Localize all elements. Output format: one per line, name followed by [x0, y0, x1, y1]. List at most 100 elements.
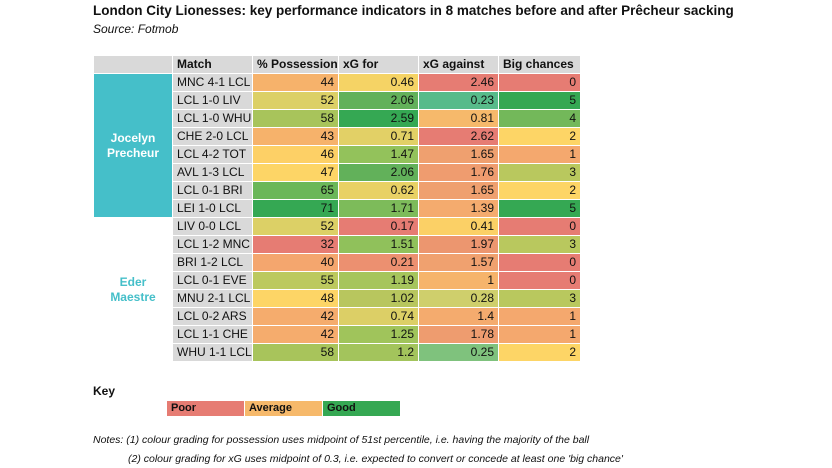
value-cell: 0.46 — [338, 73, 419, 92]
value-cell: 2.06 — [338, 163, 419, 182]
value-cell: 2 — [498, 181, 581, 200]
table-row: LCL 0-1 BRI 65 0.62 1.65 2 — [94, 181, 581, 200]
column-header: xG against — [418, 55, 499, 74]
table-row: Jocelyn Precheur MNC 4-1 LCL 44 0.46 2.46 0 — [93, 73, 581, 218]
key-item-poor: Poor — [167, 401, 245, 416]
value-cell: 0 — [498, 253, 581, 272]
match-cell: LCL 1-0 LIV — [172, 91, 253, 110]
value-cell: 1.76 — [418, 163, 499, 182]
value-cell: 0.21 — [338, 253, 419, 272]
table-row: LCL 1-0 LIV 52 2.06 0.23 5 — [94, 91, 581, 110]
value-cell: 55 — [252, 271, 339, 290]
value-cell: 43 — [252, 127, 339, 146]
table-row: LCL 1-1 CHE 42 1.25 1.78 1 — [94, 325, 581, 344]
header-row: Match% Possession xG for xG against Big cha… — [93, 55, 581, 74]
value-cell: 71 — [252, 199, 339, 218]
value-cell: 1 — [498, 145, 581, 164]
match-cell: BRI 1-2 LCL — [172, 253, 253, 272]
table-row: WHU 1-1 LCL 58 1.2 0.25 2 — [94, 343, 581, 362]
table-row: LCL 4-2 TOT 46 1.47 1.65 1 — [94, 145, 581, 164]
value-cell: 1.78 — [418, 325, 499, 344]
value-cell: 42 — [252, 307, 339, 326]
match-cell: AVL 1-3 LCL — [172, 163, 253, 182]
note-2: (2) colour grading for xG uses midpoint … — [128, 453, 623, 465]
match-cell: LCL 4-2 TOT — [172, 145, 253, 164]
value-cell: 4 — [498, 109, 581, 128]
note-1: Notes: (1) colour grading for possession… — [93, 434, 590, 446]
value-cell: 48 — [252, 289, 339, 308]
match-cell: LEI 1-0 LCL — [172, 199, 253, 218]
value-cell: 1.39 — [418, 199, 499, 218]
value-cell: 0.62 — [338, 181, 419, 200]
match-cell: LCL 1-0 WHU — [172, 109, 253, 128]
value-cell: 2.06 — [338, 91, 419, 110]
value-cell: 2.59 — [338, 109, 419, 128]
value-cell: 0.23 — [418, 91, 499, 110]
table-row: AVL 1-3 LCL 47 2.06 1.76 3 — [94, 163, 581, 182]
value-cell: 44 — [252, 73, 339, 92]
value-cell: 52 — [252, 217, 339, 236]
value-cell: 2 — [498, 343, 581, 362]
value-cell: 0.81 — [418, 109, 499, 128]
value-cell: 1.65 — [418, 145, 499, 164]
table-row: LCL 1-0 WHU 58 2.59 0.81 4 — [94, 109, 581, 128]
value-cell: 1.2 — [338, 343, 419, 362]
value-cell: 1.02 — [338, 289, 419, 308]
column-header: xG for — [338, 55, 419, 74]
value-cell: 1.4 — [418, 307, 499, 326]
value-cell: 5 — [498, 91, 581, 110]
value-cell: 2 — [498, 127, 581, 146]
value-cell: 0.41 — [418, 217, 499, 236]
value-cell: 58 — [252, 109, 339, 128]
chart-title: London City Lionesses: key performance i… — [93, 3, 734, 18]
value-cell: 65 — [252, 181, 339, 200]
key-item-average: Average — [245, 401, 323, 416]
value-cell: 5 — [498, 199, 581, 218]
column-header — [93, 55, 173, 74]
key-title: Key — [93, 384, 116, 398]
match-cell: LIV 0-0 LCL — [172, 217, 253, 236]
value-cell: 1.25 — [338, 325, 419, 344]
value-cell: 3 — [498, 289, 581, 308]
value-cell: 0 — [498, 217, 581, 236]
value-cell: 32 — [252, 235, 339, 254]
value-cell: 0 — [498, 73, 581, 92]
column-header: Big chances — [498, 55, 581, 74]
table-row: LCL 0-2 ARS 42 0.74 1.4 1 — [94, 307, 581, 326]
value-cell: 1 — [498, 307, 581, 326]
match-cell: MNC 4-1 LCL — [172, 73, 253, 92]
value-cell: 42 — [252, 325, 339, 344]
table-row: BRI 1-2 LCL 40 0.21 1.57 0 — [94, 253, 581, 272]
value-cell: 1.97 — [418, 235, 499, 254]
match-cell: CHE 2-0 LCL — [172, 127, 253, 146]
table-row: LEI 1-0 LCL 71 1.71 1.39 5 — [94, 199, 581, 218]
value-cell: 1.65 — [418, 181, 499, 200]
value-cell: 1.57 — [418, 253, 499, 272]
value-cell: 0.28 — [418, 289, 499, 308]
value-cell: 1 — [498, 325, 581, 344]
value-cell: 0.71 — [338, 127, 419, 146]
key-item-good: Good — [323, 401, 401, 416]
value-cell: 0.25 — [418, 343, 499, 362]
match-cell: LCL 0-1 BRI — [172, 181, 253, 200]
match-cell: LCL 1-2 MNC — [172, 235, 253, 254]
value-cell: 47 — [252, 163, 339, 182]
table-row: Eder Maestre LIV 0-0 LCL 52 0.17 0.41 0 — [93, 217, 581, 362]
column-header: % Possession — [252, 55, 339, 74]
match-cell: LCL 0-2 ARS — [172, 307, 253, 326]
column-header: Match — [172, 55, 253, 74]
value-cell: 3 — [498, 163, 581, 182]
key-legend: Poor Average Good — [167, 401, 401, 416]
table-row: CHE 2-0 LCL 43 0.71 2.62 2 — [94, 127, 581, 146]
value-cell: 2.46 — [418, 73, 499, 92]
value-cell: 1.19 — [338, 271, 419, 290]
value-cell: 58 — [252, 343, 339, 362]
value-cell: 52 — [252, 91, 339, 110]
match-cell: MNU 2-1 LCL — [172, 289, 253, 308]
value-cell: 1.47 — [338, 145, 419, 164]
match-cell: WHU 1-1 LCL — [172, 343, 253, 362]
value-cell: 0.17 — [338, 217, 419, 236]
match-cell: LCL 1-1 CHE — [172, 325, 253, 344]
group-label: Jocelyn Precheur — [93, 73, 173, 218]
value-cell: 1.51 — [338, 235, 419, 254]
